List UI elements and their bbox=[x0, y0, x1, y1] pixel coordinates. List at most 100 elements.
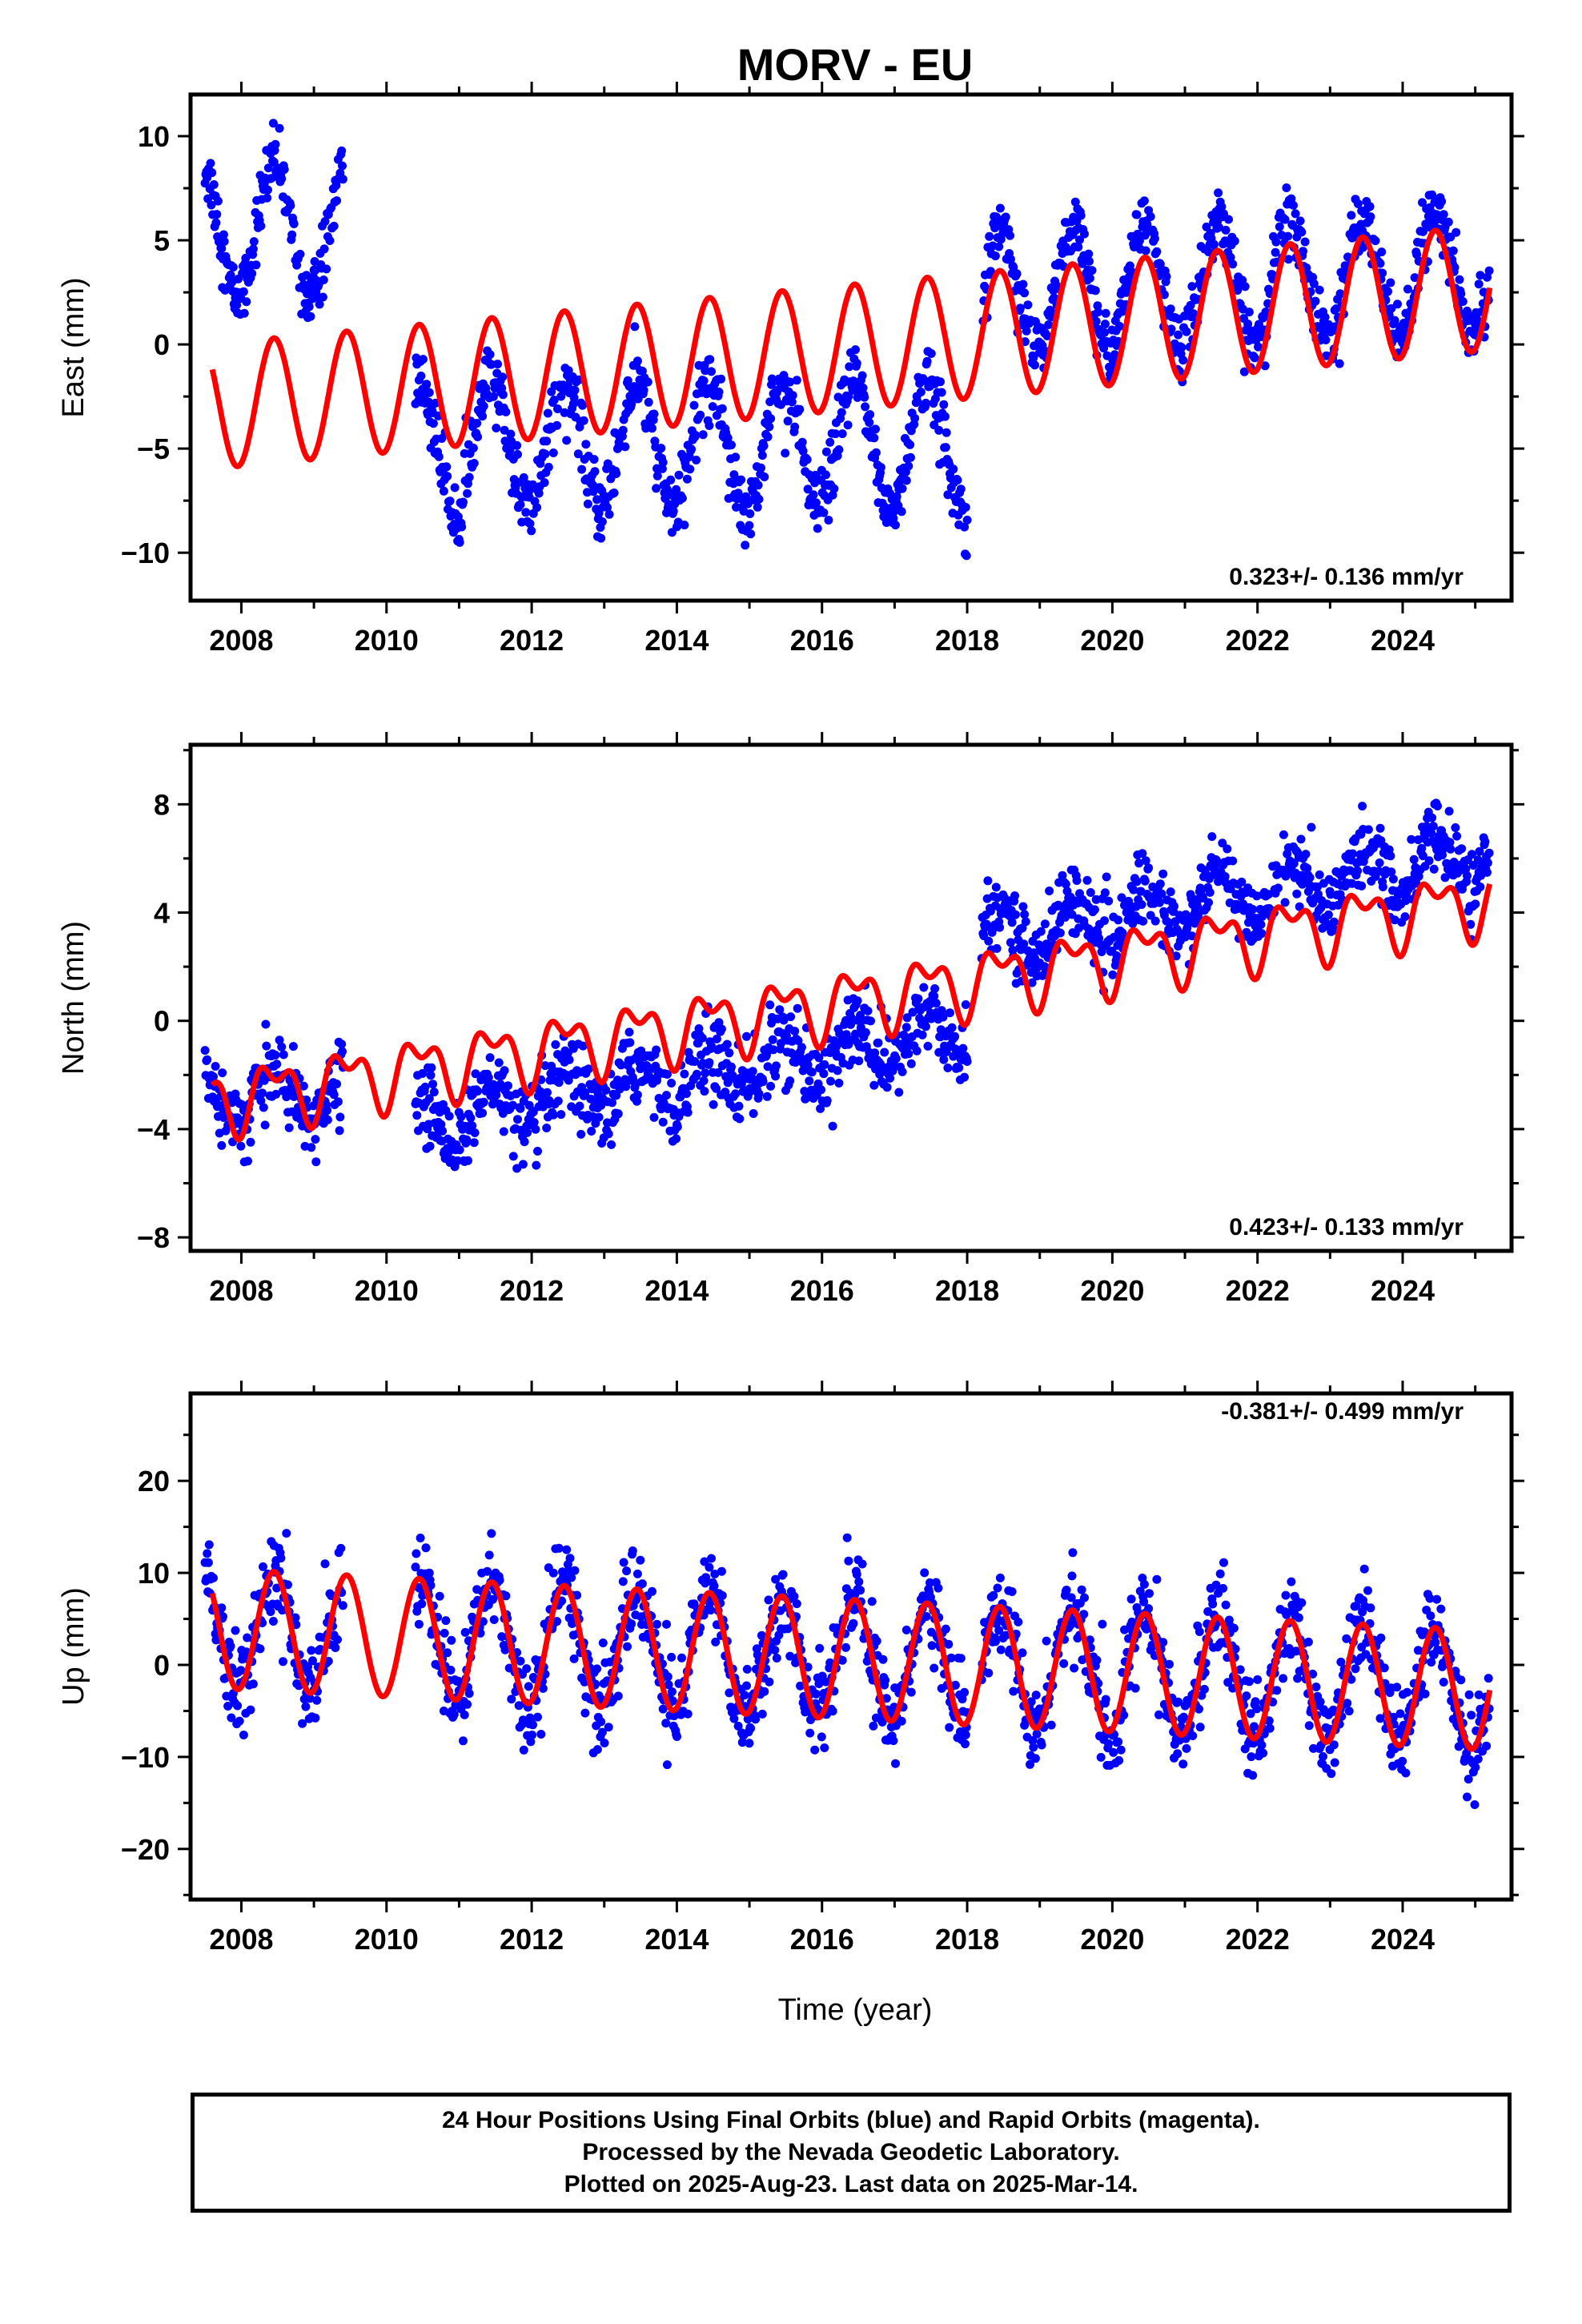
north-data-point bbox=[1323, 910, 1333, 919]
east-y-tick-label: −10 bbox=[121, 537, 170, 569]
east-data-point bbox=[548, 448, 558, 457]
up-data-point bbox=[857, 1559, 867, 1569]
east-data-point bbox=[239, 287, 248, 296]
up-data-point bbox=[944, 1639, 954, 1649]
north-data-point bbox=[217, 1140, 227, 1150]
up-data-point bbox=[565, 1554, 575, 1563]
east-data-point bbox=[521, 508, 531, 517]
east-data-point bbox=[962, 515, 972, 525]
up-data-point bbox=[662, 1760, 672, 1770]
north-data-point bbox=[1166, 887, 1175, 897]
up-y-tick-label: −10 bbox=[121, 1741, 170, 1774]
north-x-tick-label: 2022 bbox=[1226, 1274, 1290, 1307]
up-data-point bbox=[227, 1713, 236, 1723]
north-data-point bbox=[1104, 896, 1114, 906]
up-data-point bbox=[1152, 1574, 1162, 1584]
north-data-point bbox=[271, 1051, 280, 1059]
east-x-tick-label: 2008 bbox=[209, 624, 273, 657]
up-data-point bbox=[507, 1695, 516, 1704]
north-data-point bbox=[866, 1016, 875, 1026]
east-panel: 2008 2010 2012 2014 2016 2018 2020 2022 2024−10−… bbox=[57, 82, 1524, 657]
east-data-point bbox=[277, 174, 287, 183]
north-data-point bbox=[712, 1084, 721, 1093]
east-data-point bbox=[1275, 222, 1284, 231]
north-data-point bbox=[284, 1123, 294, 1132]
east-data-point bbox=[905, 452, 915, 462]
north-data-point bbox=[462, 1135, 472, 1144]
east-data-point bbox=[214, 196, 223, 206]
east-data-point bbox=[857, 371, 867, 380]
north-data-point bbox=[553, 1096, 563, 1106]
up-data-point bbox=[519, 1745, 528, 1755]
north-y-tick-label: −4 bbox=[137, 1113, 170, 1146]
up-data-point bbox=[460, 1627, 470, 1637]
east-data-point bbox=[473, 432, 483, 441]
east-data-point bbox=[926, 349, 936, 358]
east-data-point bbox=[787, 397, 797, 407]
up-data-point bbox=[1366, 1603, 1375, 1613]
north-data-point bbox=[1154, 898, 1164, 907]
east-data-point bbox=[821, 470, 830, 480]
east-data-point bbox=[745, 521, 754, 530]
north-data-point bbox=[793, 1003, 802, 1013]
east-data-point bbox=[612, 469, 621, 478]
up-data-point bbox=[1436, 1604, 1446, 1614]
up-data-point bbox=[311, 1713, 320, 1723]
east-data-point bbox=[428, 419, 438, 428]
north-data-point bbox=[1295, 902, 1304, 911]
east-data-point bbox=[869, 433, 879, 443]
up-data-point bbox=[320, 1559, 330, 1569]
east-data-point bbox=[795, 404, 805, 414]
east-data-point bbox=[953, 476, 962, 485]
east-data-point bbox=[1315, 285, 1324, 295]
east-data-point bbox=[1403, 284, 1412, 294]
up-data-point bbox=[901, 1625, 911, 1634]
north-data-point bbox=[587, 1127, 596, 1136]
east-data-point bbox=[1166, 304, 1175, 314]
up-data-point bbox=[751, 1715, 761, 1724]
north-data-point bbox=[1296, 834, 1306, 844]
east-x-tick-label: 2012 bbox=[500, 624, 564, 657]
east-data-point bbox=[871, 424, 880, 434]
east-data-point bbox=[852, 359, 861, 368]
north-data-point bbox=[680, 1069, 689, 1079]
up-data-point bbox=[1484, 1674, 1493, 1683]
east-data-point bbox=[583, 499, 592, 509]
north-data-point bbox=[307, 1143, 316, 1152]
up-data-point bbox=[622, 1566, 632, 1576]
east-data-point bbox=[961, 503, 970, 512]
north-data-point bbox=[919, 983, 929, 992]
up-data-point bbox=[1426, 1611, 1435, 1621]
north-data-point bbox=[455, 1145, 464, 1155]
east-data-point bbox=[302, 271, 311, 280]
up-data-point bbox=[1294, 1613, 1303, 1622]
east-data-point bbox=[916, 388, 926, 396]
up-y-tick-label: 10 bbox=[138, 1557, 170, 1590]
east-data-point bbox=[505, 445, 515, 455]
north-data-point bbox=[616, 1060, 626, 1070]
up-data-point bbox=[1070, 1663, 1079, 1673]
east-data-point bbox=[1204, 247, 1213, 256]
east-data-point bbox=[553, 404, 562, 413]
east-data-point bbox=[206, 159, 215, 168]
east-data-point bbox=[943, 490, 953, 500]
north-x-tick-label: 2014 bbox=[644, 1274, 709, 1307]
up-data-point bbox=[279, 1657, 287, 1667]
north-data-point bbox=[846, 1019, 855, 1029]
north-data-point bbox=[1375, 858, 1384, 867]
up-data-point bbox=[1279, 1674, 1288, 1683]
north-data-point bbox=[236, 1141, 246, 1151]
north-data-point bbox=[548, 1110, 558, 1120]
east-data-points bbox=[200, 119, 1494, 561]
north-data-point bbox=[692, 1069, 701, 1079]
footer-line-2: Processed by the Nevada Geodetic Laborat… bbox=[582, 2139, 1120, 2165]
east-data-point bbox=[731, 452, 741, 462]
up-data-point bbox=[881, 1675, 890, 1685]
x-axis-label: Time (year) bbox=[778, 1993, 933, 2027]
up-data-point bbox=[623, 1642, 632, 1651]
north-data-point bbox=[1090, 905, 1099, 915]
up-data-point bbox=[995, 1573, 1005, 1582]
north-data-point bbox=[712, 1034, 721, 1043]
up-data-point bbox=[1219, 1558, 1228, 1567]
east-data-point bbox=[1335, 289, 1345, 299]
